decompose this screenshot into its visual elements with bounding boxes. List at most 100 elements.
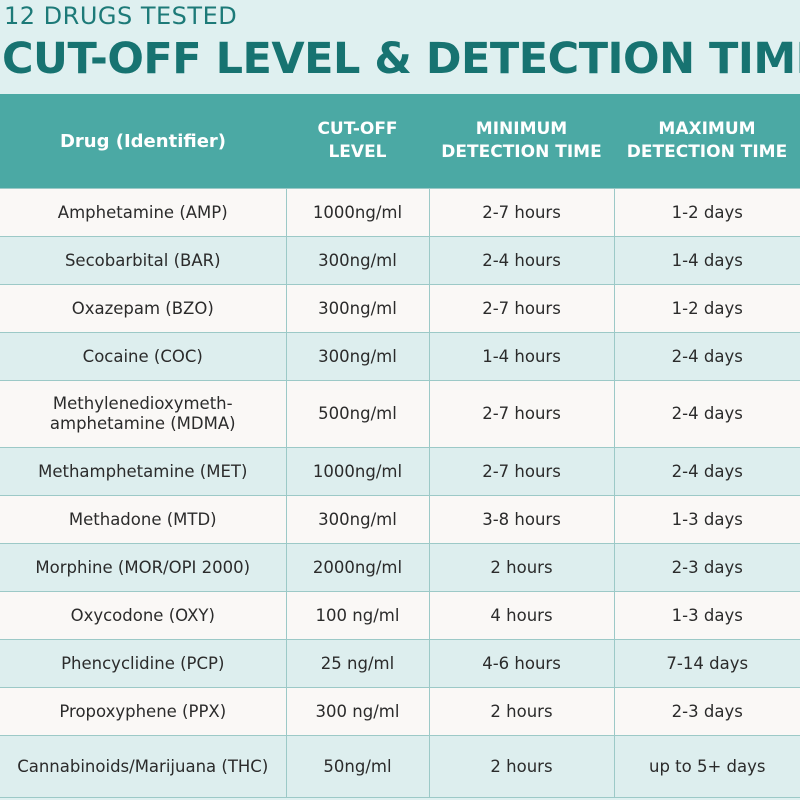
drug-cell: Oxazepam (BZO): [0, 284, 287, 333]
cutoff-cell-text: 50ng/ml: [323, 756, 392, 776]
min-detection-cell: 2 hours: [428, 735, 615, 798]
column-header-label: CUT-OFF: [317, 119, 398, 139]
table-header-row: Drug (Identifier) CUT-OFF LEVEL MINIMUM DE…: [0, 94, 800, 189]
max-detection-cell: 2-4 days: [613, 447, 800, 496]
min-detection-cell: 2-7 hours: [428, 188, 615, 237]
column-header-label: DETECTION TIME: [441, 142, 602, 162]
cutoff-cell: 2000ng/ml: [285, 543, 430, 592]
cutoff-cell-text: 500ng/ml: [318, 404, 397, 423]
column-header-label: DETECTION TIME: [626, 142, 788, 162]
min-detection-cell-text: 2 hours: [490, 701, 553, 721]
drug-cell: Secobarbital (BAR): [0, 236, 287, 285]
column-header-cutoff: CUT-OFF LEVEL: [286, 94, 429, 189]
drug-cell-text: Propoxyphene (PPX): [59, 701, 227, 721]
drug-cell: Cannabinoids/Marijuana (THC): [0, 735, 287, 798]
column-header-label: LEVEL: [328, 142, 387, 162]
min-detection-cell: 4-6 hours: [428, 639, 615, 688]
column-header-label: MINIMUM: [475, 119, 568, 139]
table-row: Methadone (MTD) 300ng/ml 3-8 hours 1-3 days: [0, 495, 800, 544]
cutoff-cell: 300 ng/ml: [285, 687, 430, 736]
page-title: CUT-OFF LEVEL & DETECTION TIME: [2, 34, 800, 84]
min-detection-cell: 2 hours: [428, 543, 615, 592]
cutoff-cell: 25 ng/ml: [285, 639, 430, 688]
cutoff-cell-text: 1000ng/ml: [312, 202, 403, 222]
min-detection-cell: 2-7 hours: [428, 447, 615, 496]
max-detection-cell-text: 1-4 days: [671, 250, 743, 270]
cutoff-cell: 100 ng/ml: [285, 591, 430, 640]
cutoff-cell: 1000ng/ml: [285, 188, 430, 237]
drug-cell-text: Methadone (MTD): [68, 509, 217, 529]
table-row: Cannabinoids/Marijuana (THC) 50ng/ml 2 hou…: [0, 735, 800, 798]
table-row: Methamphetamine (MET) 1000ng/ml 2-7 hours 2…: [0, 447, 800, 496]
min-detection-cell-text: 2 hours: [490, 557, 553, 577]
max-detection-cell: up to 5+ days: [613, 735, 800, 798]
cutoff-cell: 300ng/ml: [285, 236, 430, 285]
max-detection-cell-text: 2-3 days: [671, 557, 743, 577]
max-detection-cell: 1-2 days: [613, 284, 800, 333]
drug-cell-text: amphetamine (MDMA): [49, 414, 236, 433]
drug-detection-table: Drug (Identifier) CUT-OFF LEVEL MINIMUM DE…: [0, 94, 800, 798]
table-row: Propoxyphene (PPX) 300 ng/ml 2 hours 2-3 da…: [0, 687, 800, 736]
max-detection-cell: 1-2 days: [613, 188, 800, 237]
min-detection-cell: 2-4 hours: [428, 236, 615, 285]
table-row: Amphetamine (AMP) 1000ng/ml 2-7 hours 1-2 d…: [0, 188, 800, 237]
max-detection-cell: 2-4 days: [613, 380, 800, 448]
max-detection-cell-text: 2-3 days: [671, 701, 743, 721]
table-row: Methylenedioxymeth-amphetamine (MDMA) 500…: [0, 380, 800, 448]
page-subtitle: 12 DRUGS TESTED: [4, 2, 238, 30]
drug-cell-text: Methylenedioxymeth-: [52, 394, 233, 413]
min-detection-cell: 2-7 hours: [428, 380, 615, 448]
max-detection-cell: 2-4 days: [613, 332, 800, 381]
column-header-max-detection: MAXIMUM DETECTION TIME: [614, 94, 800, 189]
drug-cell-text: Secobarbital (BAR): [64, 250, 221, 270]
table-row: Cocaine (COC) 300ng/ml 1-4 hours 2-4 days: [0, 332, 800, 381]
cutoff-cell: 300ng/ml: [285, 495, 430, 544]
cutoff-cell: 50ng/ml: [285, 735, 430, 798]
cutoff-cell: 1000ng/ml: [285, 447, 430, 496]
cutoff-cell: 300ng/ml: [285, 332, 430, 381]
column-header-min-detection: MINIMUM DETECTION TIME: [429, 94, 614, 189]
max-detection-cell: 1-4 days: [613, 236, 800, 285]
drug-cell: Methadone (MTD): [0, 495, 287, 544]
table-row: Phencyclidine (PCP) 25 ng/ml 4-6 hours 7-14…: [0, 639, 800, 688]
drug-cell-text: Methamphetamine (MET): [38, 461, 248, 481]
drug-cell: Amphetamine (AMP): [0, 188, 287, 237]
table-row: Oxazepam (BZO) 300ng/ml 2-7 hours 1-2 days: [0, 284, 800, 333]
min-detection-cell-text: 2-4 hours: [482, 250, 561, 270]
min-detection-cell: 3-8 hours: [428, 495, 615, 544]
max-detection-cell: 1-3 days: [613, 495, 800, 544]
cutoff-cell-text: 300ng/ml: [318, 509, 397, 529]
cutoff-cell: 300ng/ml: [285, 284, 430, 333]
table-row: Secobarbital (BAR) 300ng/ml 2-4 hours 1-4 d…: [0, 236, 800, 285]
min-detection-cell-text: 3-8 hours: [482, 509, 561, 529]
drug-cell-text: Oxazepam (BZO): [71, 298, 214, 318]
min-detection-cell: 1-4 hours: [428, 332, 615, 381]
drug-cell-text: Cannabinoids/Marijuana (THC): [17, 756, 269, 776]
max-detection-cell-text: 7-14 days: [666, 653, 749, 673]
min-detection-cell: 2 hours: [428, 687, 615, 736]
max-detection-cell-text: 1-3 days: [671, 509, 743, 529]
drug-cell-text: Amphetamine (AMP): [57, 202, 228, 222]
drug-cell-text: Cocaine (COC): [82, 346, 203, 366]
max-detection-cell-text: 1-2 days: [671, 298, 743, 318]
min-detection-cell-text: 1-4 hours: [482, 346, 561, 366]
cutoff-cell-text: 100 ng/ml: [315, 605, 400, 625]
min-detection-cell-text: 2-7 hours: [482, 461, 561, 481]
max-detection-cell: 2-3 days: [613, 543, 800, 592]
table-row: Oxycodone (OXY) 100 ng/ml 4 hours 1-3 days: [0, 591, 800, 640]
min-detection-cell-text: 2-7 hours: [482, 298, 561, 318]
min-detection-cell-text: 2-7 hours: [482, 202, 561, 222]
min-detection-cell-text: 2 hours: [490, 756, 553, 776]
max-detection-cell-text: up to 5+ days: [649, 756, 766, 776]
max-detection-cell: 1-3 days: [613, 591, 800, 640]
max-detection-cell-text: 2-4 days: [671, 346, 743, 366]
max-detection-cell-text: 1-3 days: [671, 605, 743, 625]
max-detection-cell: 7-14 days: [613, 639, 800, 688]
column-header-label: Drug (Identifier): [59, 130, 227, 152]
cutoff-cell-text: 2000ng/ml: [312, 557, 403, 577]
max-detection-cell-text: 1-2 days: [671, 202, 743, 222]
drug-cell-text: Phencyclidine (PCP): [61, 653, 225, 673]
max-detection-cell: 2-3 days: [613, 687, 800, 736]
column-header-label: MAXIMUM: [658, 119, 756, 139]
drug-cell: Oxycodone (OXY): [0, 591, 287, 640]
